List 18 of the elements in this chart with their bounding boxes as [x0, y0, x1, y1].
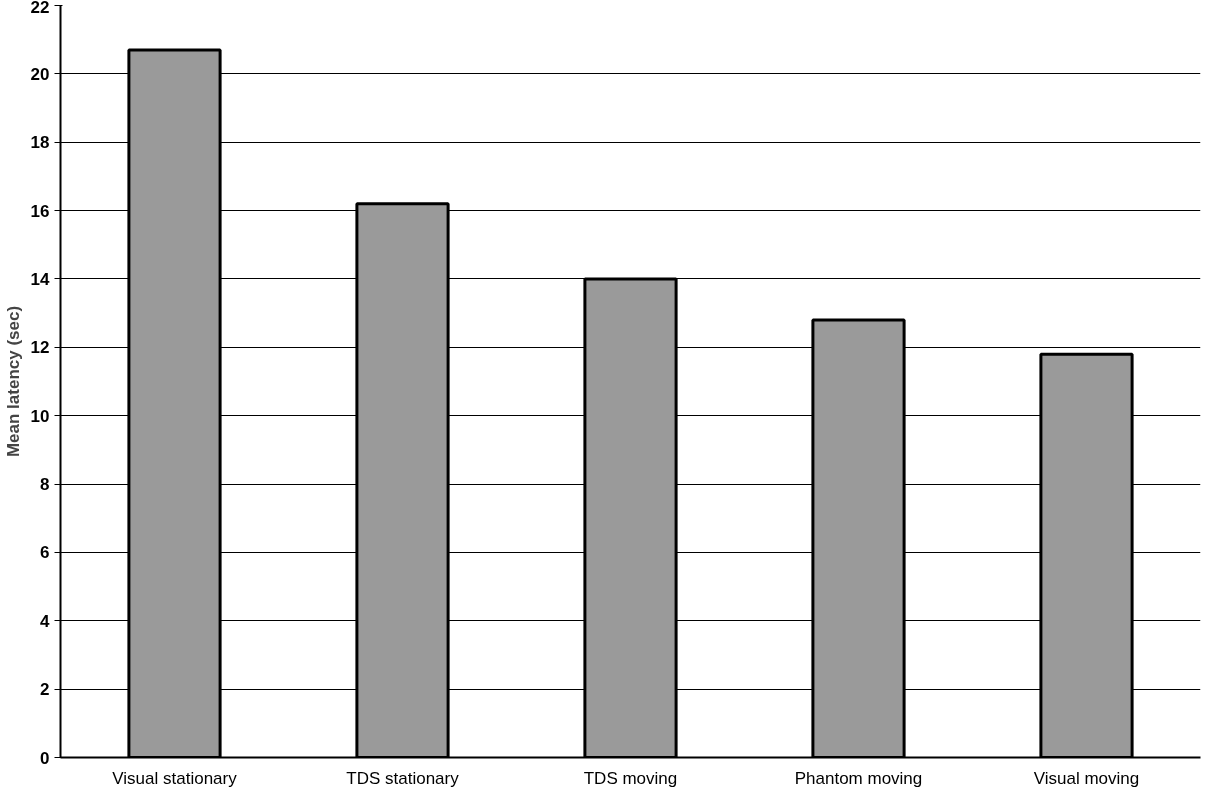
- y-tick-label: 0: [40, 748, 50, 768]
- y-tick-label: 10: [30, 406, 50, 426]
- x-tick-label: Phantom moving: [794, 768, 923, 788]
- y-tick-label: 20: [30, 64, 50, 84]
- y-tick-label: 12: [30, 338, 50, 358]
- x-tick-label: Visual moving: [1033, 768, 1140, 788]
- y-tick-label: 2: [40, 680, 50, 700]
- y-tick-label: 16: [30, 201, 50, 221]
- y-axis-title: Mean latency (sec): [3, 305, 23, 458]
- y-tick-label: 4: [40, 611, 51, 631]
- y-tick-label: 22: [30, 0, 50, 17]
- x-tick-label: Visual stationary: [112, 768, 238, 788]
- x-tick-label: TDS moving: [583, 768, 678, 788]
- y-tick-label: 8: [40, 475, 50, 495]
- y-tick-label: 6: [40, 543, 50, 563]
- x-tick-label: TDS stationary: [346, 768, 460, 788]
- y-tick-label: 14: [30, 269, 51, 289]
- y-tick-label: 18: [30, 133, 50, 153]
